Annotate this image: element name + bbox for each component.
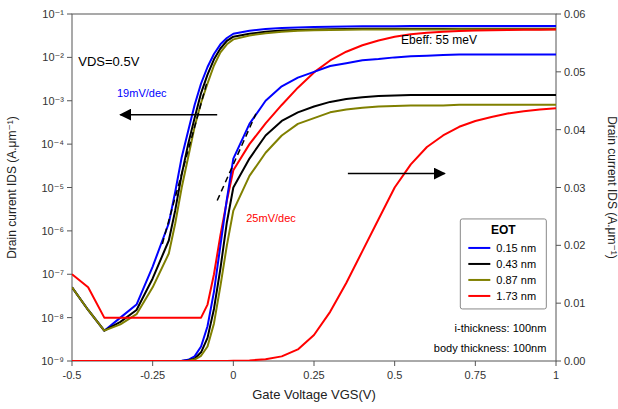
y-tick	[67, 317, 72, 318]
plot-frame	[72, 14, 556, 361]
legend-swatch	[468, 263, 490, 265]
y2-tick	[556, 187, 561, 188]
y2-tick-label: 0.04	[564, 124, 585, 136]
y2-tick	[556, 129, 561, 130]
y2-tick-label: 0.01	[564, 297, 585, 309]
y-tick	[67, 14, 72, 15]
y-tick-label: 10⁻¹	[42, 8, 64, 20]
y-tick-label: 10⁻⁷	[42, 268, 64, 280]
x-tick	[556, 361, 557, 366]
y2-tick	[556, 71, 561, 72]
y-tick-label: 10⁻⁶	[41, 225, 64, 237]
axis-arrow	[348, 173, 445, 175]
annotation: VDS=0.5V	[78, 54, 139, 69]
chart: -0.5 -0.25 0 0.25 0.5 0.75 1 10⁻⁹ 10⁻⁸ 10⁻⁷ 10⁻⁶ 10…	[0, 0, 618, 409]
series-line	[72, 95, 556, 361]
plot-background	[72, 14, 556, 361]
legend-entry: 1.73 nm	[496, 290, 536, 302]
series-line	[72, 105, 556, 361]
series-line	[72, 108, 556, 361]
y-tick-label: 10⁻³	[42, 95, 64, 107]
x-tick	[72, 361, 73, 366]
y-axis-label: Drain current IDS (A.μm⁻¹)	[5, 116, 19, 259]
y-tick	[67, 100, 72, 101]
x-tick-label: 0.75	[465, 369, 486, 381]
legend-title: EOT	[491, 223, 516, 237]
y2-tick	[556, 361, 561, 362]
x-tick-label: 0	[230, 369, 236, 381]
y-tick-label: 10⁻⁵	[41, 182, 64, 194]
y-tick	[67, 144, 72, 145]
annotation: body thickness: 100nm	[434, 342, 547, 354]
legend-box	[460, 219, 546, 309]
y2-tick-label: 0.02	[564, 239, 585, 251]
annotation: i-thickness: 100nm	[455, 322, 547, 334]
x-tick-label: -0.5	[63, 369, 82, 381]
y2-tick-label: 0.00	[564, 355, 585, 367]
y-tick-label: 10⁻⁸	[41, 312, 64, 324]
x-tick-label: 0.25	[303, 369, 324, 381]
y-tick-label: 10⁻⁹	[41, 355, 64, 367]
x-tick-label: -0.25	[140, 369, 165, 381]
annotation: Ebeff: 55 meV	[401, 33, 477, 47]
y-tick-label: 10⁻⁴	[41, 138, 64, 150]
legend-swatch	[468, 279, 490, 281]
axis-arrow	[120, 114, 217, 116]
y2-tick-label: 0.03	[564, 182, 585, 194]
series-line	[72, 29, 556, 331]
x-tick-label: 1	[553, 369, 559, 381]
x-tick	[475, 361, 476, 366]
x-tick	[152, 361, 153, 366]
x-tick	[314, 361, 315, 366]
legend-swatch	[468, 247, 490, 249]
series-line	[72, 54, 556, 361]
annotation: 19mV/dec	[117, 87, 167, 99]
y-tick	[67, 274, 72, 275]
y2-axis-label: Drain current IDS (A.μm⁻¹)	[605, 116, 618, 259]
legend-entry: 0.87 nm	[496, 274, 536, 286]
slope-line	[217, 114, 256, 201]
y-tick	[67, 187, 72, 188]
x-tick-label: 0.5	[387, 369, 402, 381]
y2-tick	[556, 303, 561, 304]
x-tick	[394, 361, 395, 366]
y-tick	[67, 230, 72, 231]
slope-line	[162, 80, 207, 244]
y2-tick-label: 0.06	[564, 8, 585, 20]
y2-tick-label: 0.05	[564, 66, 585, 78]
y2-tick	[556, 245, 561, 246]
y-tick	[67, 57, 72, 58]
y-tick-label: 10⁻²	[42, 51, 64, 63]
legend: EOT 0.15 nm 0.43 nm 0.87 nm 1.73 nm	[460, 219, 546, 309]
legend-swatch	[468, 295, 490, 297]
plot-area	[72, 26, 556, 361]
y2-tick	[556, 14, 561, 15]
series-line	[72, 29, 556, 330]
y-tick	[67, 361, 72, 362]
legend-entry: 0.15 nm	[496, 242, 536, 254]
legend-entry: 0.43 nm	[496, 258, 536, 270]
annotation: 25mV/dec	[246, 212, 296, 224]
x-tick	[233, 361, 234, 366]
x-axis-label: Gate Voltage VGS(V)	[252, 387, 376, 402]
